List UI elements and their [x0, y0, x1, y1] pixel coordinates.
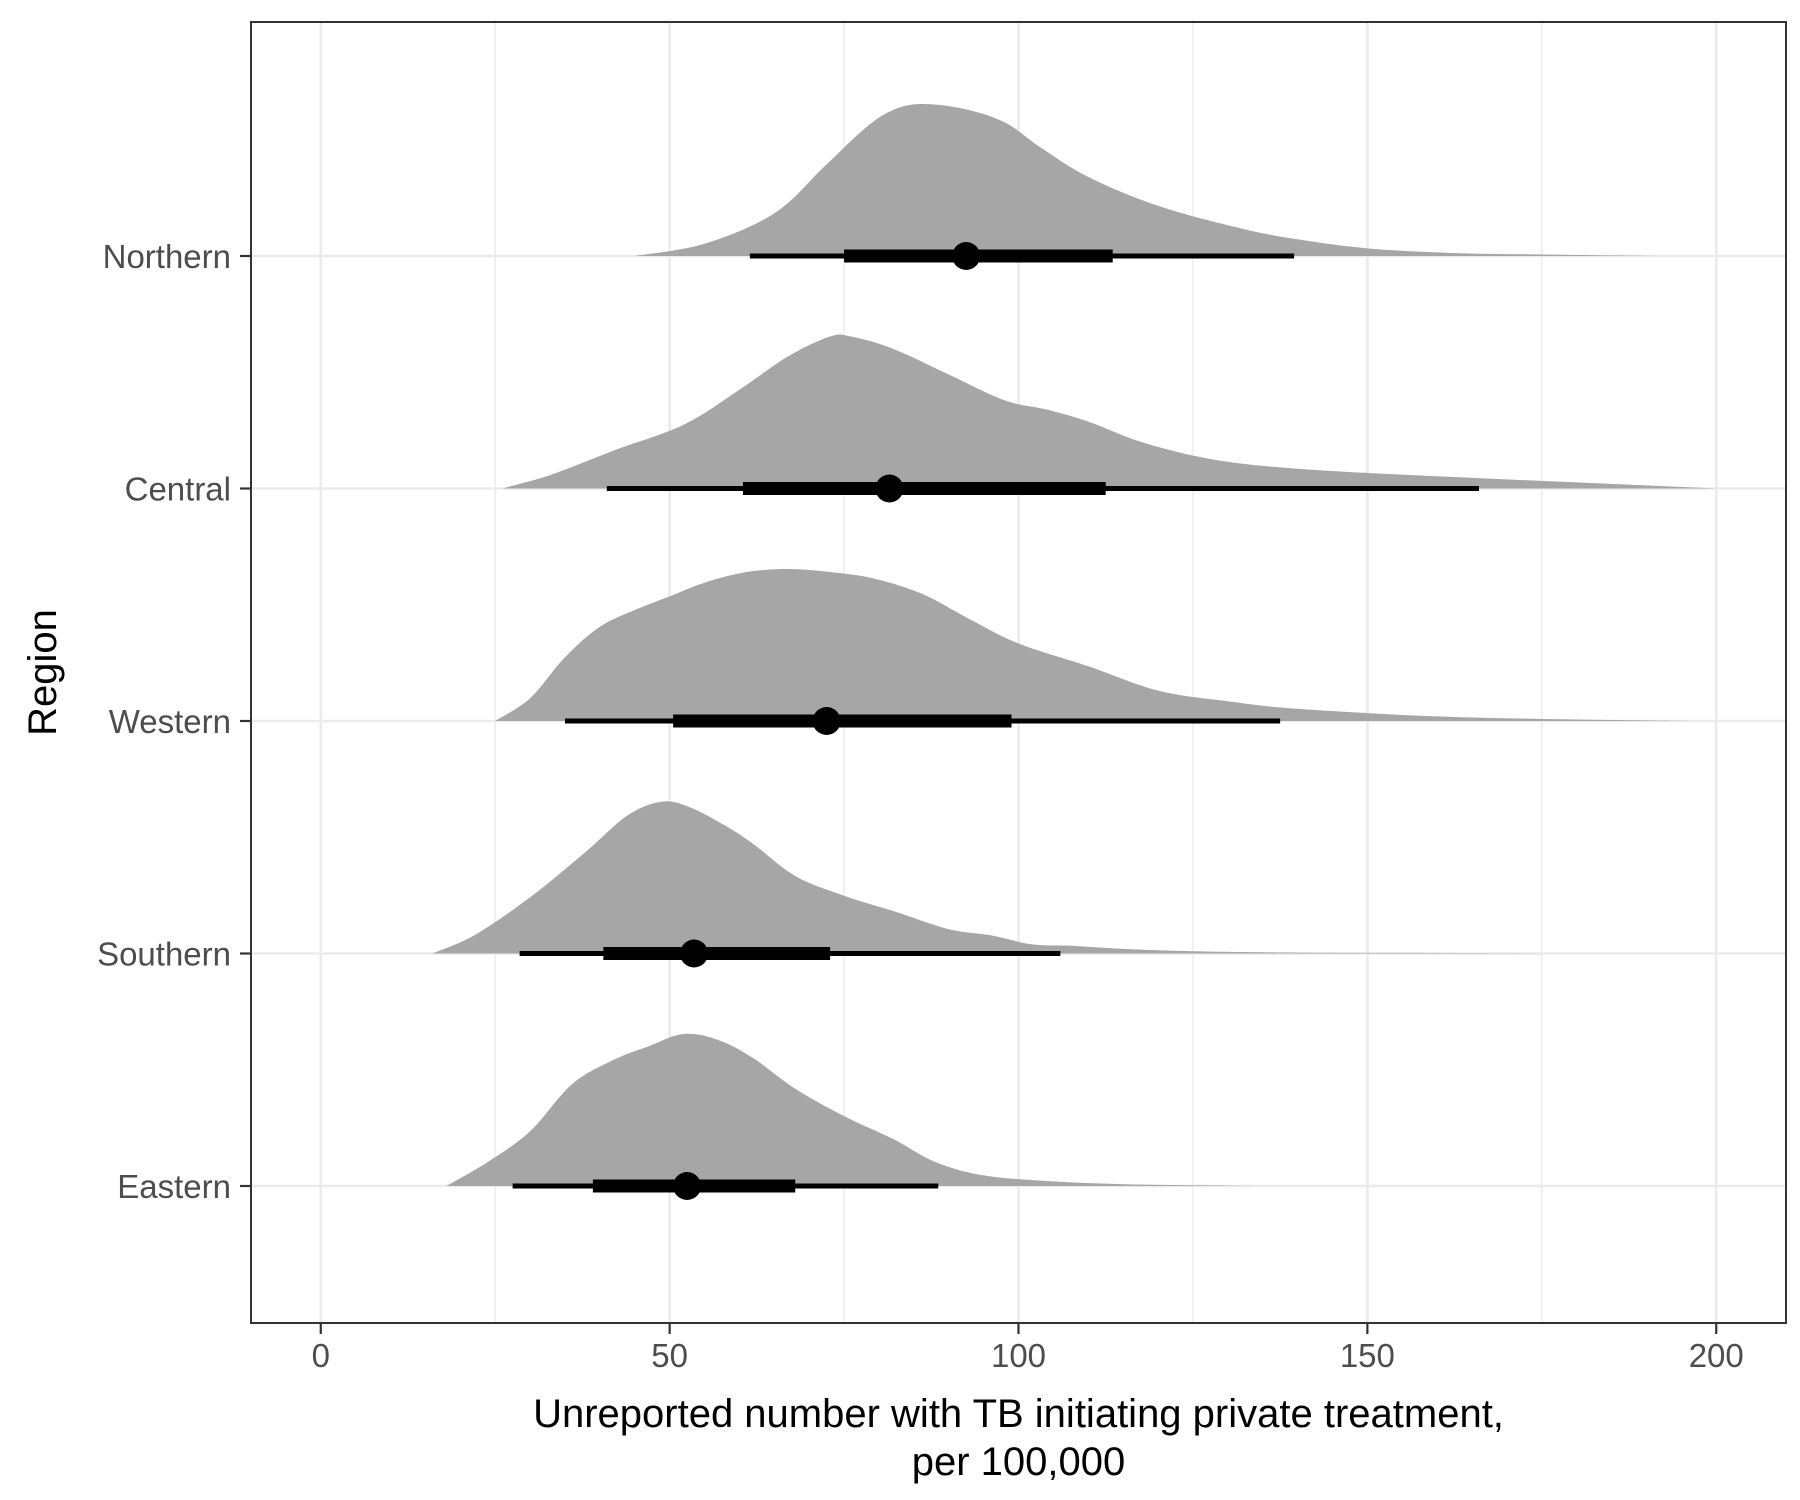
x-tick-label: 200 — [1689, 1337, 1744, 1374]
x-axis-title-line-2: per 100,000 — [912, 1440, 1126, 1484]
point-estimate-eastern — [673, 1172, 702, 1200]
y-tick-label-western: Western — [109, 703, 231, 740]
density-northern — [634, 103, 1661, 256]
density-southern — [432, 801, 1563, 954]
x-tick-label: 0 — [312, 1337, 330, 1374]
y-tick-label-central: Central — [125, 471, 231, 508]
x-axis: 0 50 100 150 200 — [312, 1323, 1744, 1374]
y-tick-label-northern: Northern — [103, 238, 231, 275]
density-western — [495, 569, 1696, 721]
x-tick-label: 50 — [651, 1337, 688, 1374]
x-axis-title-line-1: Unreported number with TB initiating pri… — [533, 1392, 1504, 1436]
interval-layer — [512, 242, 1479, 1200]
density-central — [502, 334, 1717, 489]
point-estimate-northern — [952, 242, 981, 270]
point-estimate-western — [812, 707, 841, 735]
point-estimate-southern — [680, 939, 709, 968]
density-eastern — [446, 1033, 1263, 1186]
x-tick-label: 100 — [991, 1337, 1046, 1374]
y-tick-label-southern: Southern — [97, 936, 231, 973]
y-tick-label-eastern: Eastern — [117, 1168, 231, 1205]
x-tick-label: 150 — [1340, 1337, 1395, 1374]
plot-panel — [250, 21, 1787, 1324]
y-axis-title: Region — [21, 609, 65, 736]
y-axis: Northern Central Western Southern Eastern — [97, 238, 251, 1205]
point-estimate-central — [875, 474, 904, 503]
density-layer — [432, 103, 1717, 1186]
